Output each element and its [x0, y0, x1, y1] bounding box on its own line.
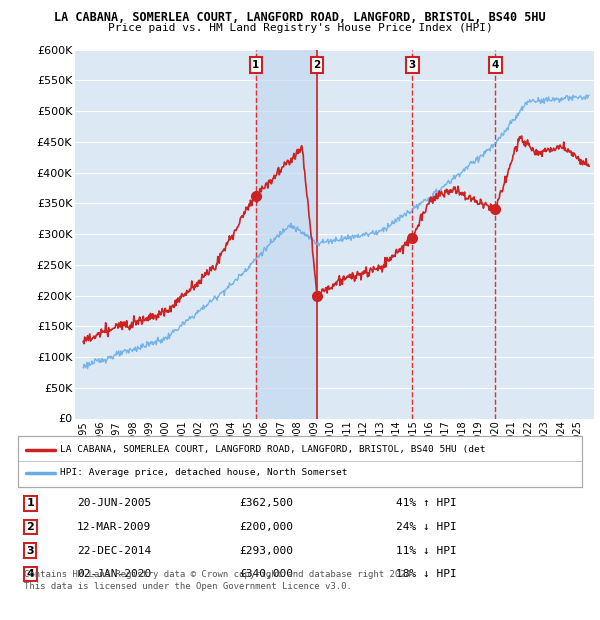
- Text: 1: 1: [26, 498, 34, 508]
- Text: 22-DEC-2014: 22-DEC-2014: [77, 546, 151, 556]
- Text: Price paid vs. HM Land Registry's House Price Index (HPI): Price paid vs. HM Land Registry's House …: [107, 23, 493, 33]
- Text: 12-MAR-2009: 12-MAR-2009: [77, 522, 151, 532]
- Text: 2: 2: [313, 60, 320, 70]
- Text: LA CABANA, SOMERLEA COURT, LANGFORD ROAD, LANGFORD, BRISTOL, BS40 5HU: LA CABANA, SOMERLEA COURT, LANGFORD ROAD…: [54, 11, 546, 24]
- Text: 4: 4: [26, 569, 34, 579]
- Bar: [256, 50, 317, 419]
- Text: 4: 4: [491, 60, 499, 70]
- Text: 20-JUN-2005: 20-JUN-2005: [77, 498, 151, 508]
- Text: 11% ↓ HPI: 11% ↓ HPI: [396, 546, 457, 556]
- Text: LA CABANA, SOMERLEA COURT, LANGFORD ROAD, LANGFORD, BRISTOL, BS40 5HU (det: LA CABANA, SOMERLEA COURT, LANGFORD ROAD…: [60, 445, 486, 454]
- Text: £340,000: £340,000: [239, 569, 293, 579]
- Text: 24% ↓ HPI: 24% ↓ HPI: [396, 522, 457, 532]
- Text: Contains HM Land Registry data © Crown copyright and database right 2024.: Contains HM Land Registry data © Crown c…: [24, 570, 416, 579]
- Text: £200,000: £200,000: [239, 522, 293, 532]
- Text: HPI: Average price, detached house, North Somerset: HPI: Average price, detached house, Nort…: [60, 469, 348, 477]
- Text: 18% ↓ HPI: 18% ↓ HPI: [396, 569, 457, 579]
- Text: £293,000: £293,000: [239, 546, 293, 556]
- Text: 3: 3: [409, 60, 416, 70]
- Text: 02-JAN-2020: 02-JAN-2020: [77, 569, 151, 579]
- Text: 1: 1: [252, 60, 259, 70]
- Text: 3: 3: [26, 546, 34, 556]
- Text: 2: 2: [26, 522, 34, 532]
- Text: £362,500: £362,500: [239, 498, 293, 508]
- Text: This data is licensed under the Open Government Licence v3.0.: This data is licensed under the Open Gov…: [24, 582, 352, 591]
- Text: 41% ↑ HPI: 41% ↑ HPI: [396, 498, 457, 508]
